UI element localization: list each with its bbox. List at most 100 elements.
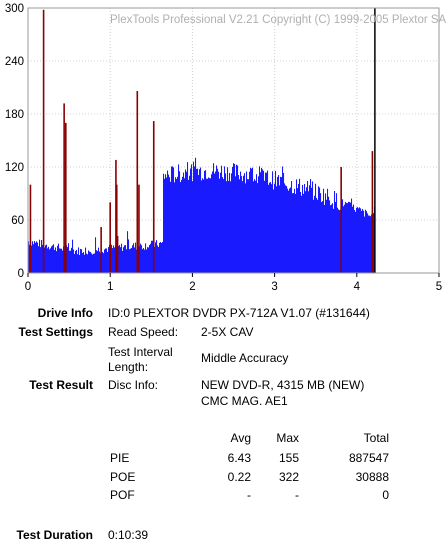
pie-bar [325,193,327,273]
pie-bar [324,204,326,273]
pie-bar [211,174,213,273]
pie-bar [249,171,251,273]
read-speed-label: Read Speed: [108,325,179,339]
pie-bar [275,170,277,273]
pie-bar [237,165,239,273]
pie-bar [276,186,278,273]
y-axis: 0 60 120 180 240 300 [5,3,24,280]
pie-bar [38,246,40,273]
pie-bar [263,170,265,273]
pie-bar [31,245,33,273]
pie-bar [359,207,361,273]
pie-bar [349,201,351,273]
pie-bar [259,166,261,273]
pie-bar [76,249,78,273]
pie-bar [119,245,121,273]
pie-bar [232,166,234,273]
pie-bar [45,245,47,273]
pie-bar [234,163,236,273]
pie-bar [373,213,375,273]
pie-bar [123,247,125,273]
pie-bar [144,249,146,273]
pie-bar [227,167,229,273]
pie-bar [298,183,300,273]
pie-bar [209,178,211,273]
pie-bar [177,176,179,273]
pie-bar [207,178,209,273]
chart: PlexTools Professional V2.21 Copyright (… [5,3,446,293]
pie-bar [134,247,136,273]
pie-bar [316,197,318,273]
interval-label-line2: Length: [108,360,149,374]
test-result-label: Test Result [29,378,93,392]
x-tick-label-0: 0 [25,281,31,293]
pie-bar [114,247,116,273]
pie-bar [130,248,132,273]
pie-bar [78,247,80,273]
pie-bar [195,157,197,273]
y-tick-label-4: 240 [5,56,24,68]
pie-bar [218,171,220,273]
pie-bar [358,208,360,273]
pie-bar [335,201,337,273]
pie-bar [329,200,331,273]
pie-bar [157,245,159,273]
pie-bar [52,245,54,273]
pie-bar [125,245,127,273]
pie-bar [88,250,90,273]
pie-bar [285,185,287,273]
pie-bar [284,183,286,273]
pie-bar [128,239,130,273]
pie-bar [102,251,104,273]
pie-bar [70,250,72,273]
poe-spike-4 [100,227,102,273]
pie-bar [105,248,107,273]
pie-bar [180,182,182,273]
pie-bar [228,180,230,273]
pie-bar [191,164,193,273]
pie-bar [197,168,199,273]
pie-bar [132,245,134,273]
pie-bar [233,163,235,273]
col-max-header: Max [276,431,299,445]
pie-bar [337,207,339,273]
pie-bar [61,248,63,273]
pie-bar [242,181,244,273]
pie-bar [354,210,356,273]
pie-bar [103,253,105,273]
pie-bar [308,191,310,273]
pie-bar [193,161,195,273]
pie-bar [241,176,243,273]
pie-bar [204,170,206,273]
pie-bar [85,247,87,273]
pie-bar [183,172,185,273]
pie-bar [40,247,42,273]
pie-bar [187,162,189,273]
drive-info-value: ID:0 PLEXTOR DVDR PX-712A V1.07 (#131644… [108,306,370,320]
pie-bar [32,241,34,273]
pie-bar [240,171,242,273]
poe-spike-11 [152,121,155,273]
test-duration-value: 0:10:39 [108,528,149,542]
pie-bar [147,247,149,273]
pie-bar [196,168,198,273]
pie-bar [82,253,84,273]
pie-bar [367,213,369,273]
pie-bar [50,248,52,273]
pie-bar [264,180,266,273]
pie-bar [140,243,142,273]
test-duration-label: Test Duration [16,528,93,542]
pie-row-total: 887547 [348,451,389,465]
poe-row-avg: 0.22 [227,470,251,484]
pie-bar [214,173,216,273]
pie-bar [104,249,106,273]
pie-bar [320,193,322,273]
pie-bar [168,174,170,273]
pie-bar [173,167,175,273]
pie-bar [293,193,295,273]
pof-row-total: 0 [382,488,389,502]
pie-bar [47,248,49,273]
y-tick-label-1: 60 [11,215,24,227]
pie-bar [345,202,347,273]
pie-bar [267,170,269,273]
